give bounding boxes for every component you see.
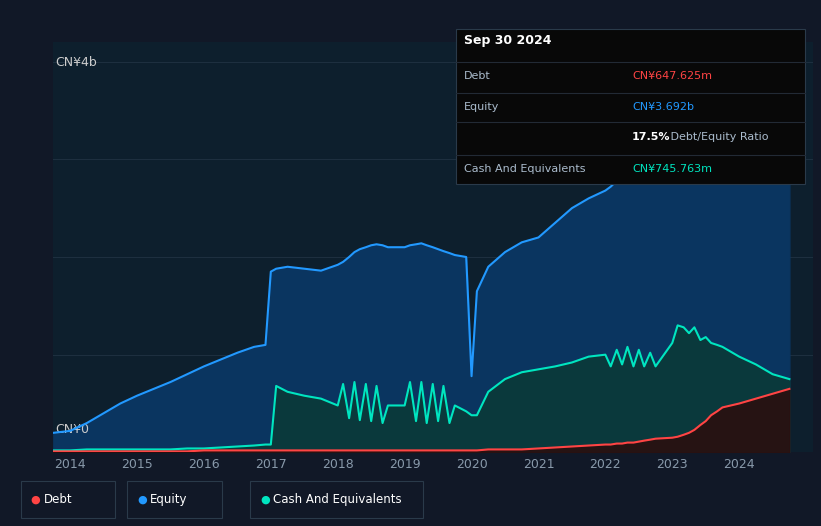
- Text: Equity: Equity: [464, 102, 499, 112]
- Text: CN¥4b: CN¥4b: [56, 56, 98, 69]
- Text: CN¥0: CN¥0: [56, 423, 89, 436]
- Text: ●: ●: [260, 494, 270, 505]
- Text: Equity: Equity: [150, 493, 188, 506]
- Text: Debt/Equity Ratio: Debt/Equity Ratio: [667, 132, 768, 142]
- Text: Cash And Equivalents: Cash And Equivalents: [464, 164, 585, 174]
- Text: CN¥647.625m: CN¥647.625m: [632, 71, 712, 81]
- Text: ●: ●: [30, 494, 40, 505]
- Text: Sep 30 2024: Sep 30 2024: [464, 34, 552, 47]
- Text: 17.5%: 17.5%: [632, 132, 671, 142]
- Text: ●: ●: [137, 494, 147, 505]
- Text: Cash And Equivalents: Cash And Equivalents: [273, 493, 402, 506]
- Text: CN¥3.692b: CN¥3.692b: [632, 102, 695, 112]
- Text: CN¥745.763m: CN¥745.763m: [632, 164, 712, 174]
- Text: Debt: Debt: [464, 71, 491, 81]
- Text: Debt: Debt: [44, 493, 72, 506]
